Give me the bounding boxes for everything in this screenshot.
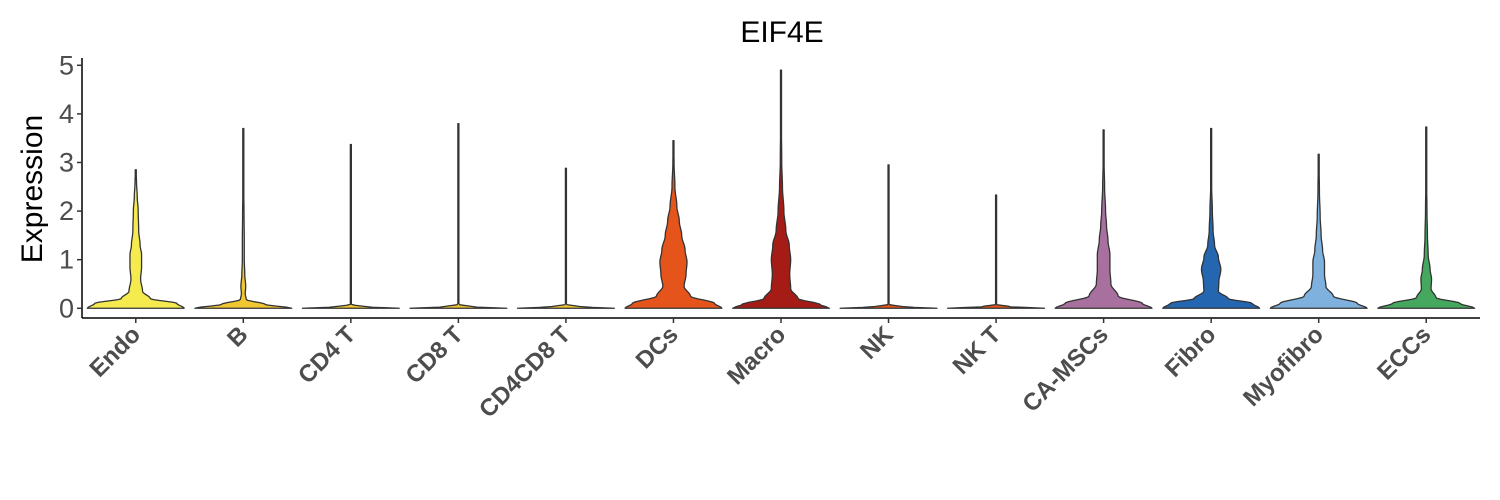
chart-title: EIF4E	[740, 16, 823, 49]
x-tick-label: Fibro	[1160, 321, 1222, 383]
x-tick-label: CD8 T	[401, 321, 469, 389]
x-tick-label: NK T	[948, 321, 1007, 380]
violin-cd4cd8-t	[516, 167, 615, 309]
violin-ca-mscs	[1054, 129, 1153, 309]
y-axis-label: Expression	[16, 115, 49, 263]
violin-macro	[731, 69, 831, 309]
violin-myofibro	[1269, 153, 1368, 309]
y-tick-label: 3	[59, 147, 74, 177]
violin-eccs	[1377, 126, 1476, 309]
x-tick-label: Myofibro	[1238, 321, 1329, 412]
violin-nk	[839, 164, 938, 309]
violin-fibro	[1162, 127, 1261, 309]
y-axis: 0 1 2 3 4 5	[59, 50, 83, 323]
x-tick-label: CD4CD8 T	[474, 321, 576, 423]
violin-b	[194, 127, 293, 309]
violin-dcs	[624, 139, 723, 309]
y-tick-label: 0	[59, 293, 74, 323]
violins	[86, 69, 1476, 309]
y-tick-label: 1	[59, 245, 74, 275]
x-axis: Endo B CD4 T CD8 T CD4CD8 T DCs Macro NK NK T CA-…	[82, 317, 1480, 423]
violin-cd4-t	[301, 143, 400, 309]
x-tick-label: CD4 T	[293, 321, 361, 389]
y-tick-label: 5	[59, 50, 74, 80]
violin-nk-t	[947, 194, 1046, 309]
x-tick-label: Macro	[722, 321, 791, 390]
x-tick-label: NK	[855, 321, 899, 365]
violin-endo	[86, 169, 185, 309]
x-tick-label: DCs	[631, 321, 684, 374]
y-tick-label: 2	[59, 196, 74, 226]
y-tick-label: 4	[59, 99, 74, 129]
x-tick-label: CA-MSCs	[1017, 321, 1113, 417]
x-tick-label: ECCs	[1372, 321, 1436, 385]
violin-cd8-t	[409, 122, 508, 309]
x-tick-label: Endo	[84, 321, 146, 383]
x-tick-label: B	[222, 321, 253, 352]
